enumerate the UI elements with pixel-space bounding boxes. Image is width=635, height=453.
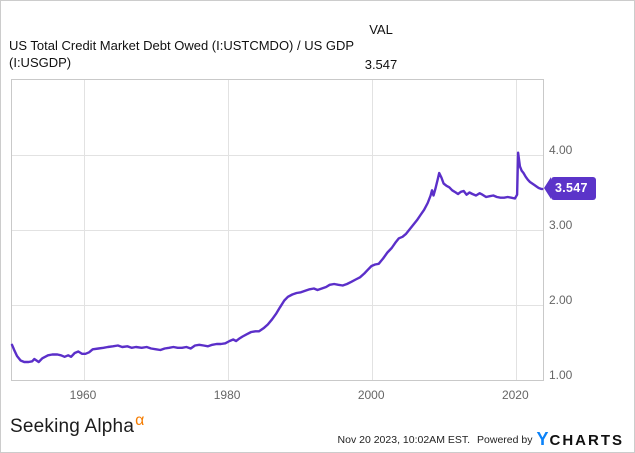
x-tick-label: 2020: [501, 388, 529, 402]
timestamp: Nov 20 2023, 10:02AM EST.: [337, 433, 471, 446]
chart-title-line1: US Total Credit Market Debt Owed (I:USTC…: [9, 38, 355, 53]
x-tick-label: 1980: [213, 388, 241, 402]
series-line: [10, 151, 544, 364]
series-line-svg: [10, 151, 544, 364]
horizontal-gridline: [12, 230, 543, 231]
ycharts-wordmark: CHARTS: [549, 432, 624, 449]
y-tick-label: 1.00: [549, 368, 573, 382]
ycharts-logo: Y CHARTS: [536, 429, 624, 450]
ycharts-y-icon: Y: [536, 429, 549, 449]
x-tick-label: 1960: [69, 388, 97, 402]
val-current-value: 3.547: [364, 57, 398, 72]
footer-attribution: Nov 20 2023, 10:02AM EST. Powered by Y CH…: [338, 429, 624, 450]
badge-arrow-icon: [544, 177, 551, 199]
horizontal-gridline: [12, 155, 543, 156]
alpha-symbol-icon: α: [135, 412, 145, 429]
powered-by-label: Powered by: [477, 433, 533, 446]
val-column-header: VAL: [369, 22, 393, 37]
y-tick-label: 2.00: [549, 293, 573, 307]
badge-value: 3.547: [551, 176, 596, 200]
value-badge: 3.547: [544, 176, 596, 200]
chart-title: US Total Credit Market Debt Owed (I:USTC…: [9, 37, 359, 71]
seeking-alpha-logo: Seeking Alphaα: [10, 412, 144, 438]
x-tick-label: 2000: [357, 388, 385, 402]
horizontal-gridline: [12, 305, 543, 306]
chart-title-line2: (I:USGDP): [9, 55, 72, 70]
y-tick-label: 4.00: [549, 143, 573, 157]
seeking-alpha-wordmark: Seeking Alpha: [10, 416, 135, 437]
y-tick-label: 3.00: [549, 218, 573, 232]
plot-area[interactable]: [10, 79, 544, 381]
